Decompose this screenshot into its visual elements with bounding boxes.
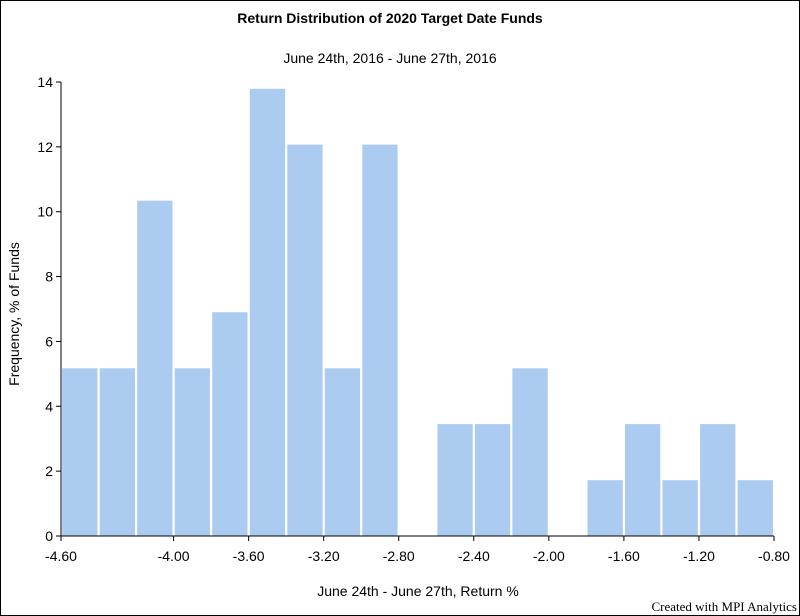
y-tick-label: 4 [45,398,53,414]
x-tick-label: -2.80 [383,548,415,564]
bar [437,424,473,536]
chart-title: Return Distribution of 2020 Target Date … [237,10,543,26]
bar [212,312,248,536]
x-tick-label: -1.20 [683,548,715,564]
bars-group [62,88,773,537]
bar [287,144,323,536]
y-tick-label: 10 [37,204,53,220]
bar [587,480,623,536]
bar [249,88,286,537]
x-tick-label: -4.00 [158,548,190,564]
bar [662,480,698,536]
bar [625,424,661,536]
y-tick-label: 12 [37,139,53,155]
y-tick-label: 14 [37,74,53,90]
x-tick-label: -3.60 [233,548,265,564]
bar [99,368,135,536]
y-tick-label: 6 [45,333,53,349]
bar [512,368,548,536]
x-axis-label: June 24th - June 27th, Return % [317,583,519,599]
y-tick-label: 0 [45,528,53,544]
bar [474,424,511,536]
y-tick-label: 8 [45,269,53,285]
credit-text: Created with MPI Analytics [651,599,797,614]
bar [737,480,773,536]
x-tick-label: -2.40 [458,548,490,564]
x-ticks-group: -4.60 -4.00 -3.60 -3.20 -2.80 -2.40 -2.00 -1.60… [45,536,790,564]
x-tick-label: -0.80 [758,548,790,564]
y-ticks-group: 0 2 4 6 8 10 12 14 [37,74,61,544]
x-tick-label: -1.60 [608,548,640,564]
x-tick-label: -3.20 [308,548,340,564]
bar [62,368,98,536]
x-tick-label: -4.60 [45,548,77,564]
bar [700,424,736,536]
x-tick-label: -2.00 [533,548,565,564]
bar [324,368,361,536]
y-tick-label: 2 [45,463,53,479]
y-axis-label: Frequency, % of Funds [6,242,22,386]
bar [137,200,173,536]
bar [362,144,398,536]
bar [174,368,210,536]
chart-subtitle: June 24th, 2016 - June 27th, 2016 [283,50,496,66]
